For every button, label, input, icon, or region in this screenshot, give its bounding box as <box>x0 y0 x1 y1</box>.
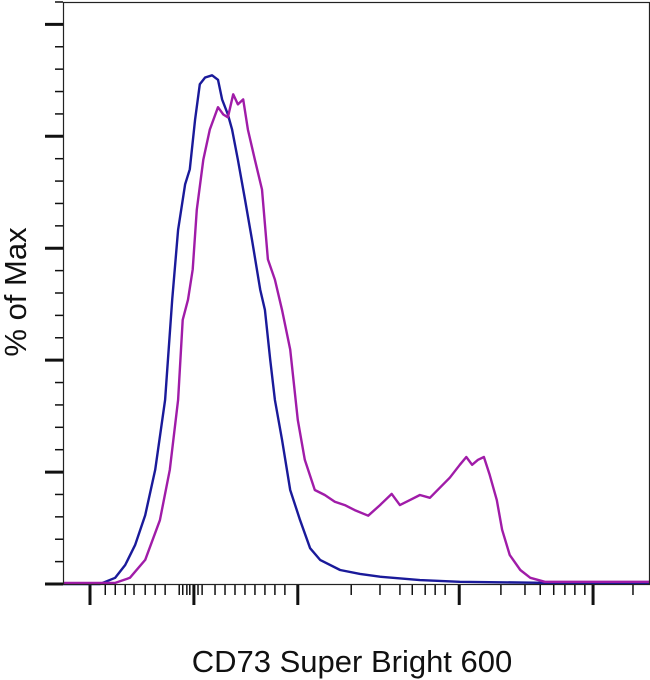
axis-ticks <box>45 1 634 605</box>
histogram-series-1 <box>63 74 650 586</box>
plot-frame <box>62 1 650 586</box>
histogram-series-2 <box>63 93 650 585</box>
x-axis-label: CD73 Super Bright 600 <box>192 644 513 679</box>
y-axis-label: % of Max <box>0 227 33 357</box>
series-lines <box>63 74 650 586</box>
